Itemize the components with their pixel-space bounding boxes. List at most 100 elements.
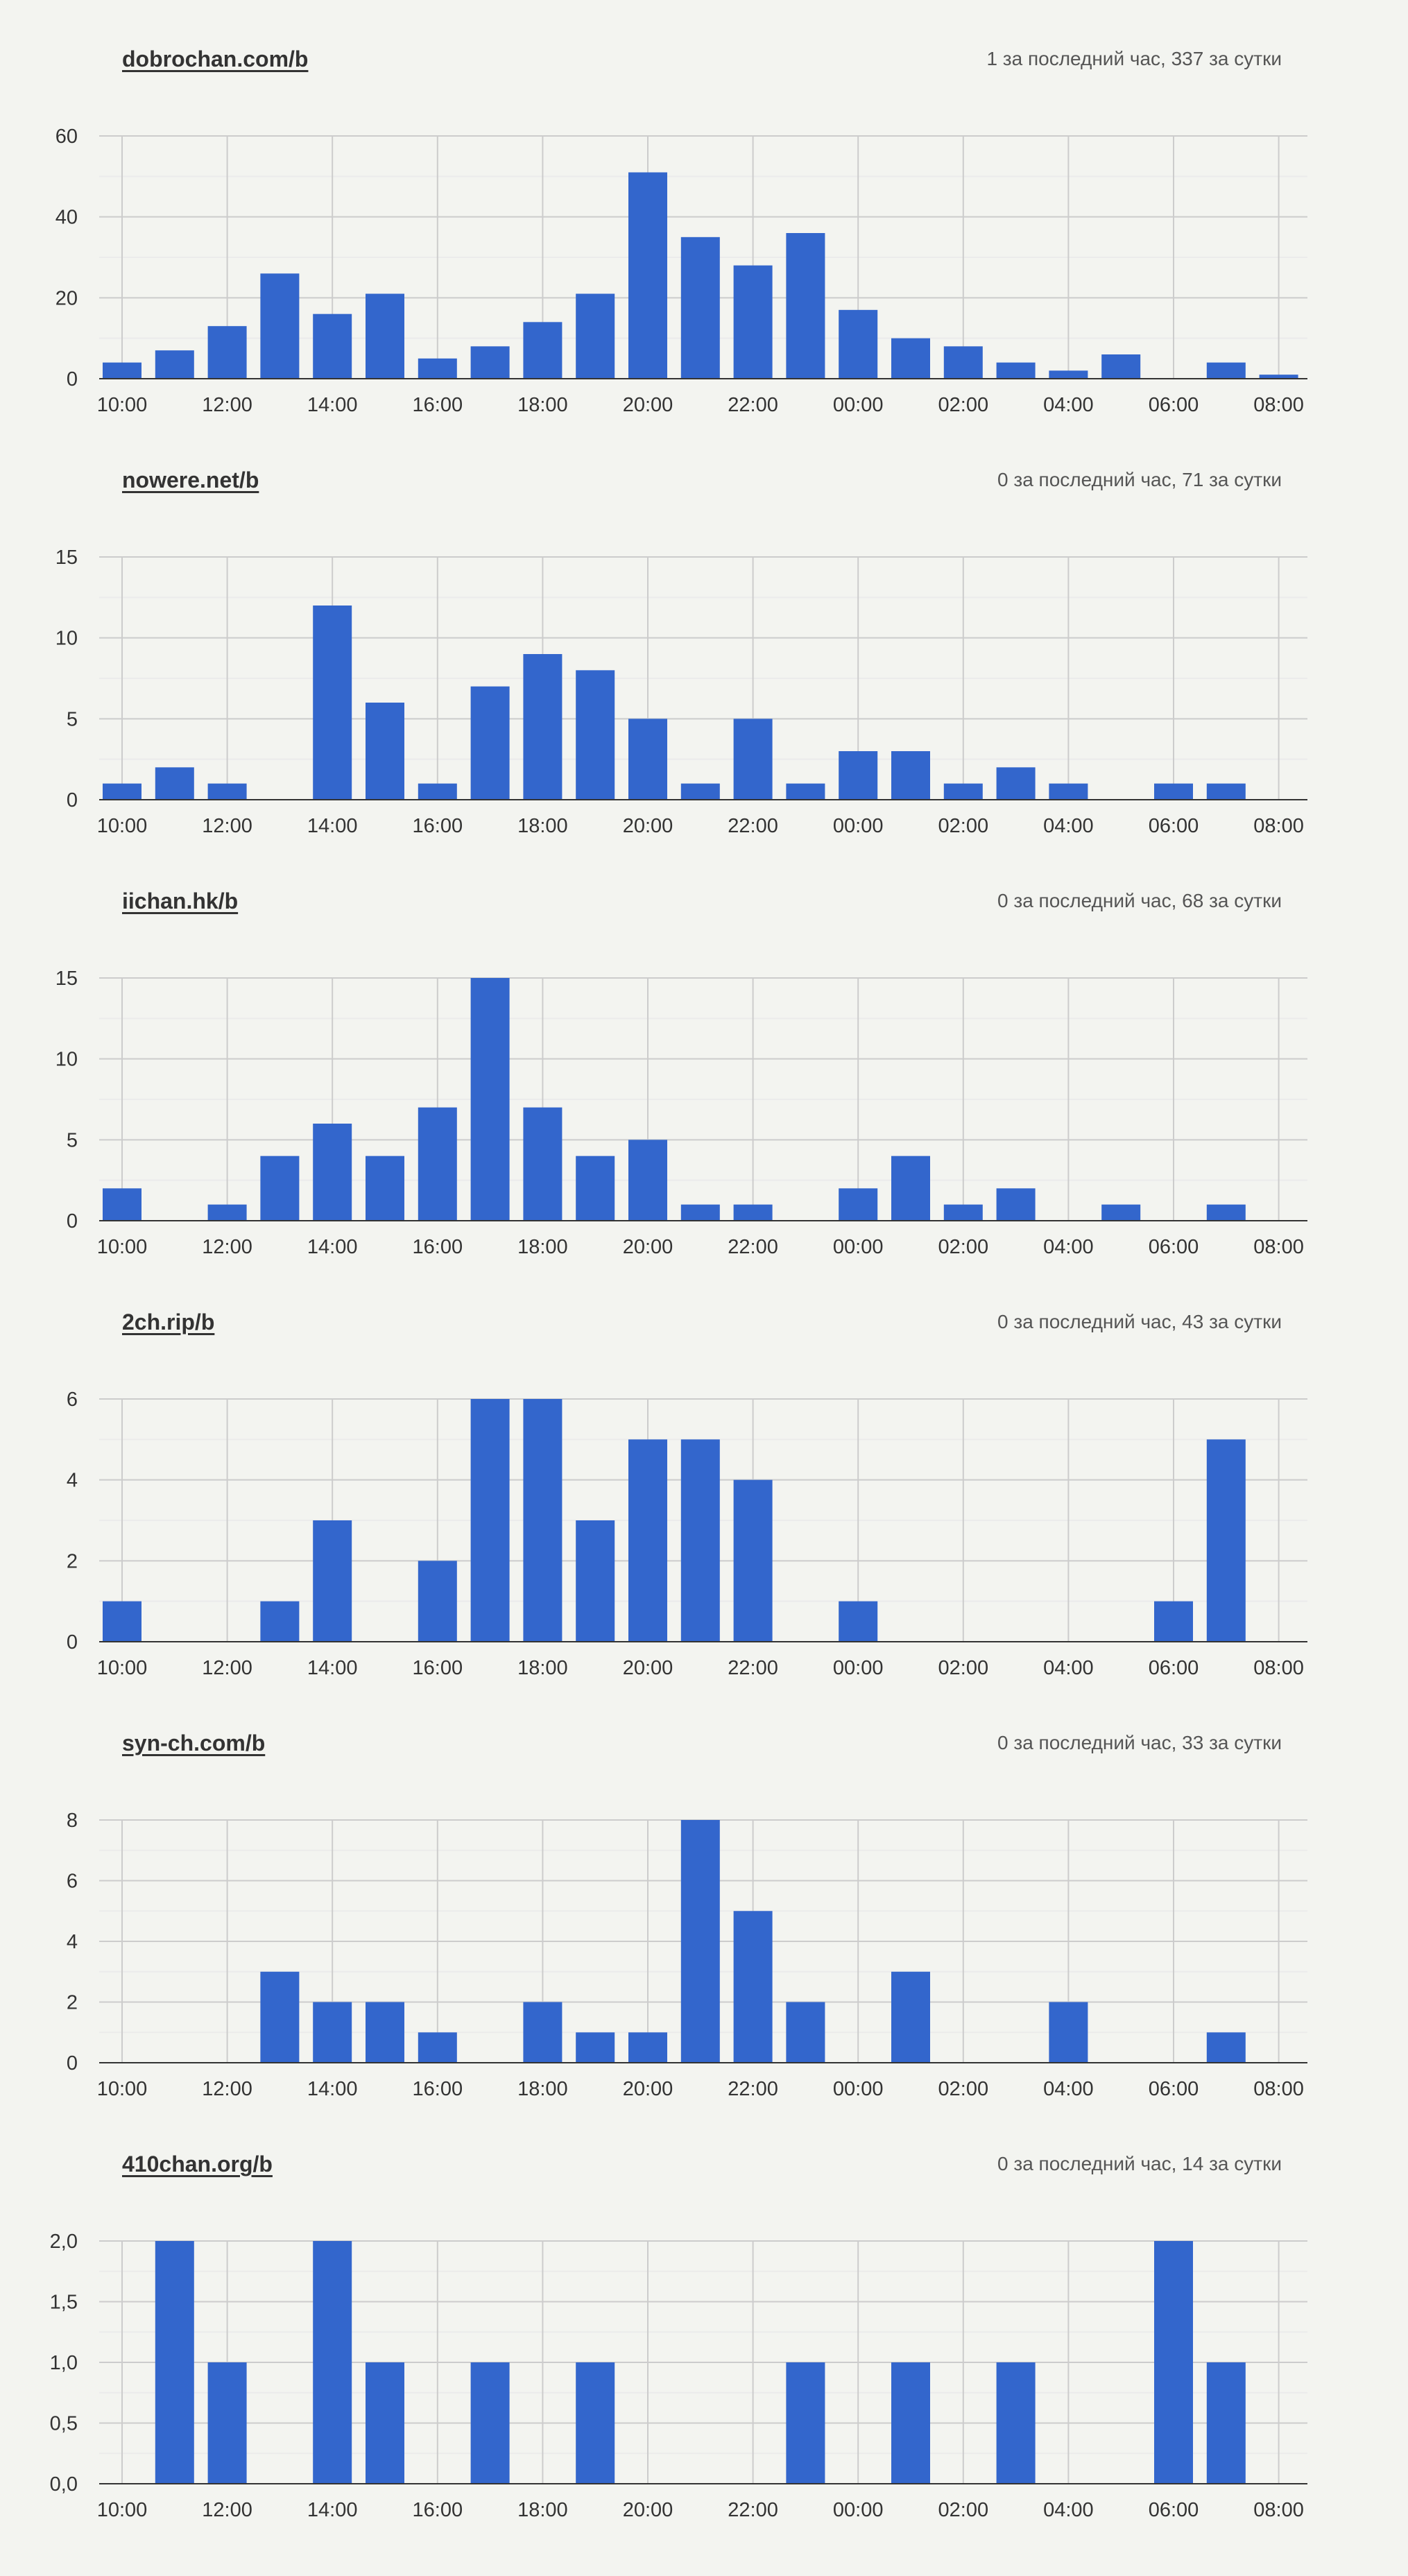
x-tick-label: 06:00 bbox=[1149, 1236, 1199, 1258]
bar bbox=[680, 783, 720, 800]
bar bbox=[523, 1399, 563, 1642]
bar bbox=[576, 293, 615, 379]
board-chart-section: 2ch.rip/b 0 за последний час, 43 за сутки… bbox=[0, 1263, 1408, 1684]
bar bbox=[418, 783, 457, 800]
bar bbox=[786, 2362, 825, 2484]
bar bbox=[576, 1156, 615, 1221]
x-tick-label: 16:00 bbox=[413, 1236, 463, 1258]
x-tick-label: 20:00 bbox=[623, 1657, 673, 1679]
bar-chart: 0,0 0,5 1,0 1,5 2,0 10:00 12:00 14:00 16:00 18:00… bbox=[50, 2231, 1307, 2521]
bar bbox=[1049, 2002, 1088, 2063]
bar bbox=[260, 273, 300, 379]
bar bbox=[523, 322, 563, 379]
x-tick-label: 02:00 bbox=[938, 815, 989, 837]
x-tick-label: 14:00 bbox=[307, 1236, 358, 1258]
bar bbox=[470, 2362, 510, 2484]
bar bbox=[470, 1399, 510, 1642]
x-tick-label: 14:00 bbox=[307, 394, 358, 416]
x-tick-label: 00:00 bbox=[833, 2499, 884, 2521]
board-link[interactable]: 410chan.org/b bbox=[122, 2152, 273, 2176]
y-tick-label: 0,0 bbox=[50, 2473, 78, 2496]
y-tick-label: 40 bbox=[55, 207, 78, 229]
board-link[interactable]: 2ch.rip/b bbox=[122, 1310, 215, 1334]
bar bbox=[1259, 375, 1298, 379]
x-tick-label: 20:00 bbox=[623, 2499, 673, 2521]
bar bbox=[786, 233, 825, 379]
x-tick-label: 04:00 bbox=[1043, 1236, 1094, 1258]
bar bbox=[996, 2362, 1036, 2484]
x-tick-label: 12:00 bbox=[202, 394, 252, 416]
x-tick-label: 12:00 bbox=[202, 2078, 252, 2100]
bar bbox=[523, 654, 563, 800]
bar bbox=[1101, 354, 1141, 379]
bar bbox=[733, 265, 773, 379]
x-tick-label: 02:00 bbox=[938, 1236, 989, 1258]
x-tick-label: 08:00 bbox=[1253, 815, 1304, 837]
board-chart-section: dobrochan.com/b 1 за последний час, 337 з… bbox=[0, 0, 1408, 421]
bar bbox=[366, 2362, 404, 2484]
y-tick-label: 0 bbox=[67, 1210, 78, 1233]
bar bbox=[418, 358, 457, 379]
bar bbox=[1206, 2032, 1246, 2063]
bar bbox=[1049, 370, 1088, 379]
bar bbox=[418, 1107, 457, 1221]
x-tick-label: 06:00 bbox=[1149, 394, 1199, 416]
x-tick-label: 18:00 bbox=[517, 2499, 568, 2521]
x-tick-label: 22:00 bbox=[728, 394, 778, 416]
x-tick-label: 04:00 bbox=[1043, 2078, 1094, 2100]
x-tick-label: 02:00 bbox=[938, 2078, 989, 2100]
x-tick-label: 02:00 bbox=[938, 394, 989, 416]
bar bbox=[733, 1204, 773, 1221]
x-tick-label: 14:00 bbox=[307, 815, 358, 837]
x-tick-label: 06:00 bbox=[1149, 815, 1199, 837]
x-tick-label: 02:00 bbox=[938, 2499, 989, 2521]
bar bbox=[839, 1601, 878, 1642]
board-stats: 0 за последний час, 68 за сутки bbox=[997, 890, 1282, 911]
bar bbox=[1206, 362, 1246, 379]
bar bbox=[207, 783, 247, 800]
x-tick-label: 14:00 bbox=[307, 2499, 358, 2521]
board-stats: 1 за последний час, 337 за сутки bbox=[986, 48, 1282, 69]
x-tick-label: 10:00 bbox=[97, 815, 148, 837]
board-stats: 0 за последний час, 43 за сутки bbox=[997, 1311, 1282, 1332]
bar bbox=[260, 1601, 300, 1642]
board-link[interactable]: syn-ch.com/b bbox=[122, 1731, 266, 1755]
x-tick-label: 06:00 bbox=[1149, 1657, 1199, 1679]
bar bbox=[103, 1188, 141, 1221]
x-tick-label: 18:00 bbox=[517, 1236, 568, 1258]
board-chart-section: nowere.net/b 0 за последний час, 71 за су… bbox=[0, 421, 1408, 842]
y-tick-label: 0 bbox=[67, 1631, 78, 1654]
y-tick-label: 0,5 bbox=[50, 2413, 78, 2435]
x-tick-label: 06:00 bbox=[1149, 2499, 1199, 2521]
bar bbox=[839, 751, 878, 800]
x-tick-label: 18:00 bbox=[517, 815, 568, 837]
bar bbox=[628, 1439, 667, 1642]
x-tick-label: 22:00 bbox=[728, 815, 778, 837]
bar bbox=[786, 2002, 825, 2063]
x-tick-label: 10:00 bbox=[97, 2078, 148, 2100]
board-chart-section: 410chan.org/b 0 за последний час, 14 за с… bbox=[0, 2105, 1408, 2526]
bar bbox=[155, 350, 194, 379]
bar bbox=[313, 314, 352, 379]
x-tick-label: 20:00 bbox=[623, 2078, 673, 2100]
x-tick-label: 00:00 bbox=[833, 1657, 884, 1679]
y-tick-label: 20 bbox=[55, 287, 78, 309]
y-tick-label: 10 bbox=[55, 628, 78, 650]
x-tick-label: 00:00 bbox=[833, 2078, 884, 2100]
x-tick-label: 08:00 bbox=[1253, 1657, 1304, 1679]
y-tick-label: 5 bbox=[67, 1129, 78, 1151]
bar bbox=[155, 767, 194, 800]
board-link[interactable]: nowere.net/b bbox=[122, 467, 259, 492]
bar bbox=[1154, 2241, 1193, 2484]
bar bbox=[470, 686, 510, 800]
bar bbox=[891, 1156, 930, 1221]
x-tick-label: 16:00 bbox=[413, 2499, 463, 2521]
bar bbox=[366, 293, 404, 379]
board-link[interactable]: iichan.hk/b bbox=[122, 888, 239, 913]
bar bbox=[1049, 783, 1088, 800]
board-link[interactable]: dobrochan.com/b bbox=[122, 46, 309, 71]
bar bbox=[103, 362, 141, 379]
bar bbox=[891, 751, 930, 800]
bar bbox=[839, 1188, 878, 1221]
x-tick-label: 22:00 bbox=[728, 1236, 778, 1258]
